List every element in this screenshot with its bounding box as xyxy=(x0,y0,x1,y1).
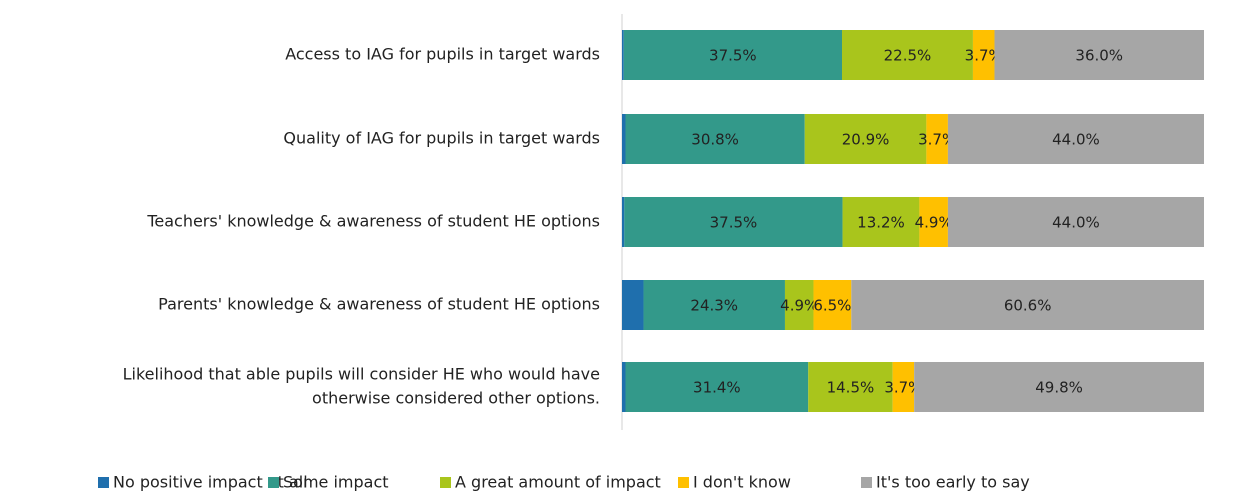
data-label: 24.3% xyxy=(690,297,738,315)
data-label: 20.9% xyxy=(842,131,890,149)
data-label: 14.5% xyxy=(827,379,875,397)
bar-segment xyxy=(625,114,805,164)
bar-segment xyxy=(841,30,973,80)
data-label: 22.5% xyxy=(884,47,932,65)
bar-segment xyxy=(622,197,625,247)
data-label: 3.7% xyxy=(884,379,922,397)
bar-segment xyxy=(914,362,1204,412)
bar-segment xyxy=(813,280,852,330)
data-label: 4.9% xyxy=(915,214,953,232)
data-label: 3.7% xyxy=(918,131,956,149)
bar-segment xyxy=(892,362,915,412)
data-label: 13.2% xyxy=(857,214,905,232)
category-label: Access to IAG for pupils in target wards xyxy=(285,45,600,64)
legend-label: Some impact xyxy=(283,473,389,492)
bar-segment xyxy=(625,362,809,412)
data-label: 4.9% xyxy=(780,297,818,315)
legend-label: No positive impact at all xyxy=(113,473,308,492)
data-label: 60.6% xyxy=(1004,297,1052,315)
data-label: 49.8% xyxy=(1035,379,1083,397)
data-label: 37.5% xyxy=(710,214,758,232)
bar-segment xyxy=(623,30,842,80)
bar-segment xyxy=(622,114,626,164)
legend-marker xyxy=(678,477,689,488)
bar-segment xyxy=(994,30,1204,80)
bar-segment xyxy=(926,114,948,164)
bar-segment xyxy=(972,30,995,80)
legend-label: I don't know xyxy=(693,473,791,492)
legend-marker xyxy=(440,477,451,488)
bar-segment xyxy=(622,362,626,412)
bar-segment xyxy=(851,280,1204,330)
bar-segment xyxy=(808,362,893,412)
bar-segment xyxy=(947,114,1204,164)
bar-segment xyxy=(842,197,920,247)
bar-segment xyxy=(622,30,624,80)
bar-segment xyxy=(643,280,785,330)
bar-segment xyxy=(919,197,948,247)
bar-segment xyxy=(947,197,1204,247)
category-label: Likelihood that able pupils will conside… xyxy=(123,365,600,384)
category-label: Parents' knowledge & awareness of studen… xyxy=(158,295,600,314)
legend-marker xyxy=(268,477,279,488)
data-label: 30.8% xyxy=(691,131,739,149)
bar-segment xyxy=(622,280,644,330)
data-label: 6.5% xyxy=(813,297,851,315)
bar-segment xyxy=(804,114,927,164)
data-label: 44.0% xyxy=(1052,214,1100,232)
data-label: 44.0% xyxy=(1052,131,1100,149)
legend-label: It's too early to say xyxy=(876,473,1030,492)
data-label: 31.4% xyxy=(693,379,741,397)
category-label: otherwise considered other options. xyxy=(312,389,600,408)
data-label: 36.0% xyxy=(1075,47,1123,65)
bar-segment xyxy=(784,280,814,330)
legend-marker xyxy=(861,477,872,488)
data-label: 37.5% xyxy=(709,47,757,65)
category-label: Quality of IAG for pupils in target ward… xyxy=(283,129,600,148)
legend-label: A great amount of impact xyxy=(455,473,661,492)
legend-marker xyxy=(98,477,109,488)
bar-segment xyxy=(624,197,843,247)
data-label: 3.7% xyxy=(965,47,1003,65)
category-label: Teachers' knowledge & awareness of stude… xyxy=(146,212,600,231)
